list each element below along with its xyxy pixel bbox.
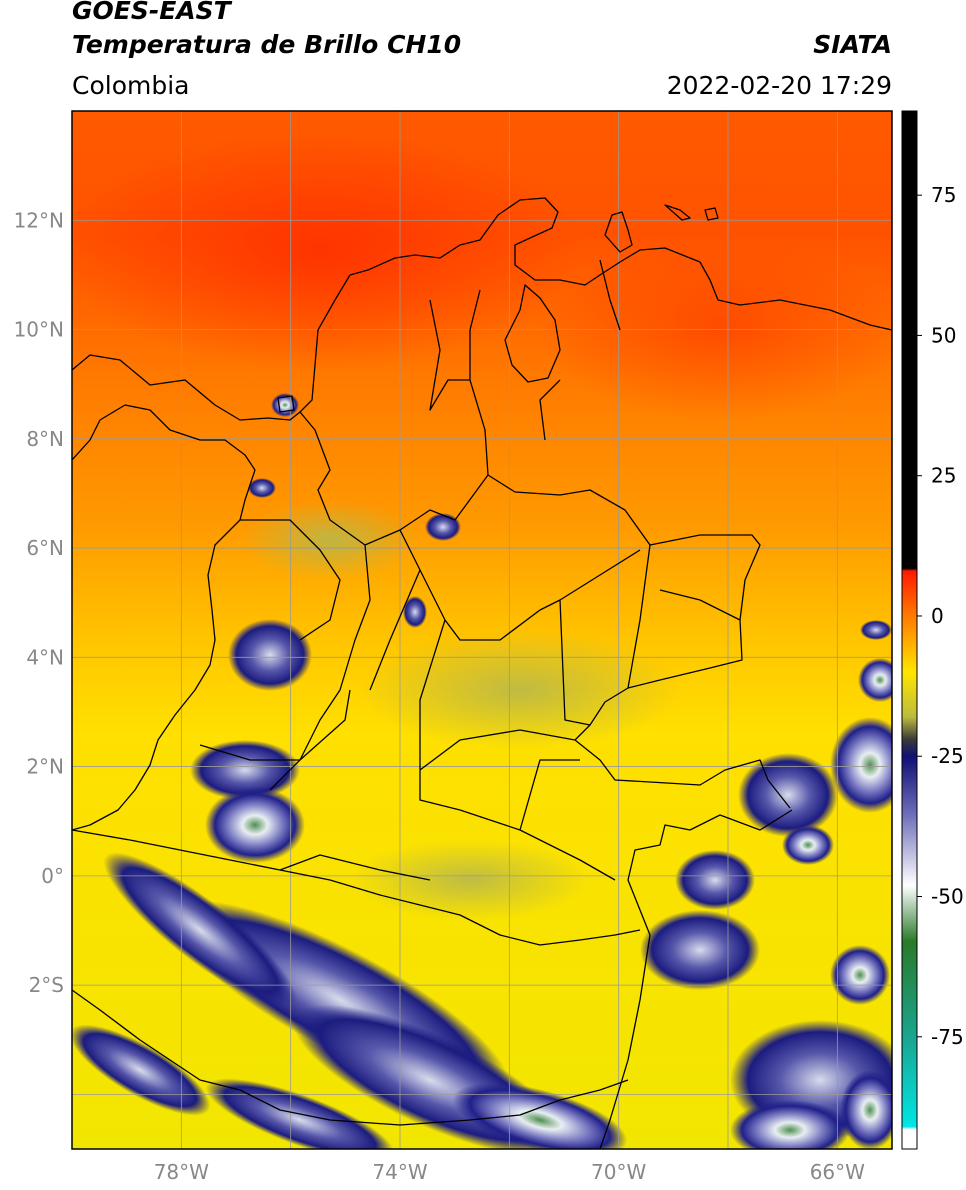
colorbar-tick-label: 0 [931,604,944,628]
timestamp: 2022-02-20 17:29 [666,71,892,100]
cloud-cell [640,910,760,990]
longitude-labels: 78°W 74°W 70°W 66°W [154,1160,865,1184]
colorbar-tick-label: -50 [931,885,964,909]
colombia-southern-border [599,809,793,1149]
cloud-cell [190,740,300,800]
cloud-cell [840,1070,892,1149]
colombia-ecuador-peru-border [72,829,641,946]
map-plot-area [72,111,892,1149]
cloud-cell [860,620,892,640]
panama-costa-rica [72,404,256,471]
product-title: Temperatura de Brillo CH10 [72,30,462,59]
satellite-name: GOES-EAST [72,0,231,25]
cloud-cell [738,753,838,837]
hot-region-venezuela [540,240,892,420]
cloud-cell [858,658,892,702]
colorbar-tick-label: 50 [931,323,956,347]
graticule [72,111,892,1149]
latitude-labels: 12°N 10°N 8°N 6°N 4°N 2°N 0° 2°S [14,208,64,997]
brand-label: SIATA [813,30,892,59]
colorbar-tick-label: 75 [931,183,956,207]
longitude-label: 74°W [372,1160,427,1184]
longitude-label: 66°W [810,1160,865,1184]
aruba-curacao [604,204,719,253]
colorbar-tick-label: 25 [931,464,956,488]
latitude-label: 4°N [26,645,64,669]
colorbar-ticks: 75 50 25 0 -25 -50 -75 [917,183,964,1049]
latitude-label: 8°N [26,427,64,451]
department-lines [199,411,641,881]
cloud-cell [205,1078,395,1149]
san-andres [277,395,295,413]
latitude-label: 2°S [29,973,64,997]
colombia-venezuela-border [429,299,791,809]
cloud-cell [103,852,297,1008]
latitude-label: 6°N [26,536,64,560]
cloud-cell [205,787,305,863]
latitude-label: 10°N [14,318,64,342]
cloud-cell [403,596,427,628]
olive-patch [360,630,680,750]
cloud-cell [248,478,276,498]
cloud-cell [782,825,834,865]
longitude-label: 70°W [591,1160,646,1184]
colorbar-tick-label: -25 [931,744,964,768]
coastline-caribbean [72,197,892,421]
cloud-cell [425,513,461,541]
latitude-label: 0° [41,864,64,888]
hot-region-caribbean [72,130,580,370]
colorbar: 75 50 25 0 -25 -50 -75 [901,110,964,1150]
boundaries [72,197,892,1149]
olive-patch [240,500,420,580]
coastline-pacific [72,469,256,831]
cloud-cell [72,1024,211,1116]
cloud-cell [675,850,755,910]
olive-patch [350,840,590,920]
map-frame [71,110,893,1150]
latitude-label: 12°N [14,208,64,232]
cloud-cell [228,619,312,691]
region-label: Colombia [72,71,190,100]
colorbar-bar [901,110,918,1150]
latitude-label: 2°N [26,755,64,779]
cloud-cell [830,945,890,1005]
peru-brazil-border [72,989,629,1126]
colorbar-tick-label: -75 [931,1025,964,1049]
venezuela-state-lines [469,259,741,689]
cloud-cell [730,1100,850,1149]
lake-maracaibo [504,284,561,383]
longitude-label: 78°W [154,1160,209,1184]
cloud-cell [830,717,892,813]
cloud-cell [452,1082,628,1149]
